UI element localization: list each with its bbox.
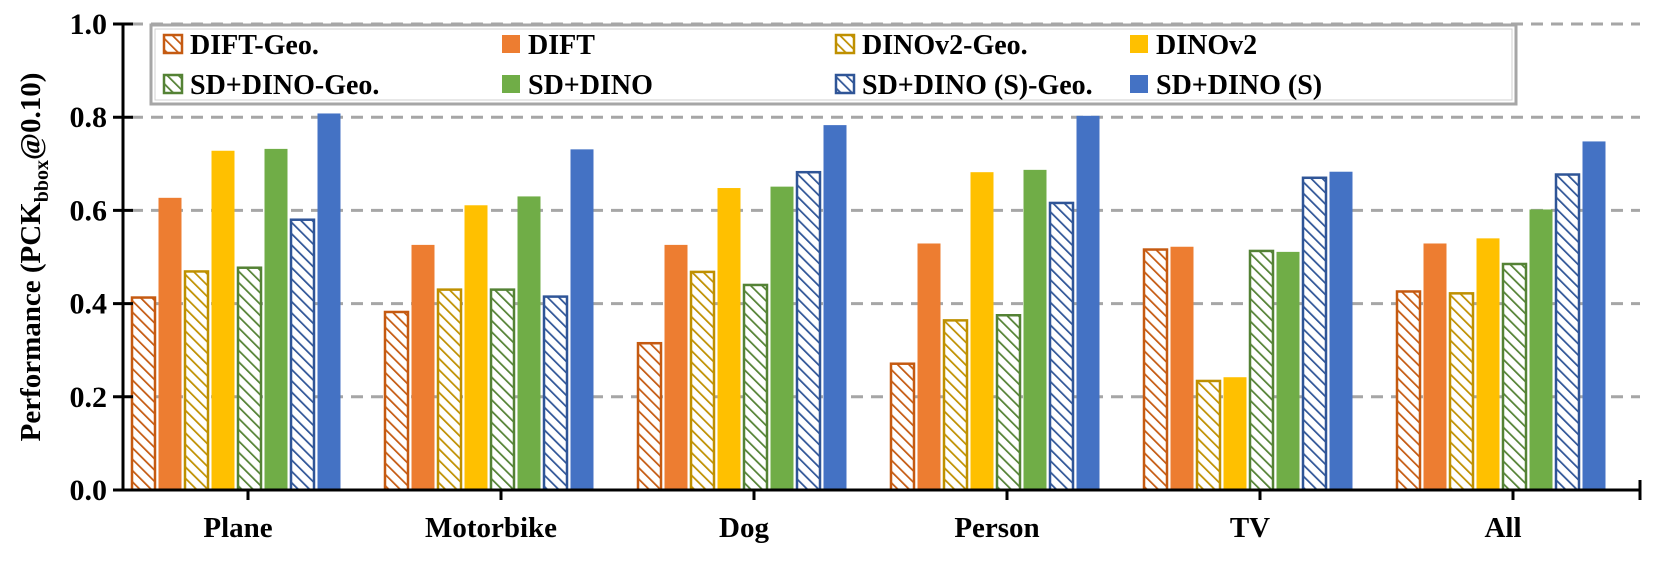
bar-sd-dino-s-geo-plane: [289, 218, 316, 492]
bar-dift-plane: [158, 197, 182, 490]
bar-sd-dino-geo-dog: [742, 283, 769, 492]
bar-dift-geo-motorbike: [383, 310, 410, 492]
legend-item: SD+DINO: [502, 70, 653, 101]
bar-dift-geo-person: [889, 362, 916, 492]
bar-sd-dino-geo-plane: [236, 266, 263, 492]
bar-dinov2-plane: [211, 150, 235, 490]
x-tick-label: All: [1484, 512, 1521, 544]
bar-sd-dino-s-motorbike: [570, 149, 594, 490]
y-tick-label: 0.0: [70, 474, 108, 507]
bar-sd-dino-plane: [264, 148, 288, 490]
legend-swatch: [162, 73, 184, 95]
bar-dift-geo-all: [1395, 290, 1422, 492]
bar-sd-dino-geo-all: [1501, 262, 1528, 492]
bar-sd-dino-dog: [770, 186, 794, 490]
bar-dift-tv: [1170, 246, 1194, 490]
bar-dift-geo-plane: [130, 296, 157, 492]
x-tick-label: TV: [1230, 512, 1270, 544]
axes: [113, 22, 1642, 500]
y-tick-label: 0.4: [70, 288, 108, 321]
legend-item: DINOv2: [1130, 30, 1257, 61]
legend-swatch: [502, 75, 520, 93]
bar-dinov2-tv: [1223, 377, 1247, 490]
bar-sd-dino-s-geo-all: [1554, 173, 1581, 492]
legend: DIFT-Geo. DIFT DINOv2-Geo. DINOv2 SD+DINO-Ge…: [149, 23, 1518, 106]
bar-sd-dino-motorbike: [517, 196, 541, 491]
legend-item: SD+DINO (S): [1130, 70, 1322, 101]
bar-sd-dino-geo-person: [995, 314, 1022, 492]
legend-label: DINOv2: [1156, 30, 1257, 61]
bar-sd-dino-s-tv: [1329, 171, 1353, 491]
x-tick-label: Dog: [719, 512, 769, 544]
legend-item: SD+DINO-Geo.: [162, 70, 379, 101]
bar-sd-dino-s-geo-tv: [1301, 176, 1328, 492]
legend-swatch: [834, 73, 856, 95]
legend-label: SD+DINO-Geo.: [190, 70, 379, 101]
bar-sd-dino-s-dog: [823, 125, 847, 490]
bar-sd-dino-s-geo-person: [1048, 201, 1075, 492]
legend-swatch: [162, 33, 184, 55]
legend-item: DINOv2-Geo.: [834, 30, 1028, 61]
legend-swatch: [1130, 35, 1148, 53]
bar-sd-dino-s-all: [1582, 141, 1606, 490]
y-axis-label-suffix: @0.10): [15, 73, 47, 160]
bar-sd-dino-tv: [1276, 251, 1300, 490]
bar-sd-dino-geo-tv: [1248, 249, 1275, 492]
bar-dinov2-geo-dog: [689, 270, 716, 492]
bar-dift-person: [917, 243, 941, 490]
y-tick-label: 0.2: [70, 381, 108, 414]
bar-dinov2-geo-plane: [183, 270, 210, 492]
x-tick-label: Plane: [203, 512, 272, 544]
legend-label: DIFT-Geo.: [190, 30, 319, 61]
x-tick-label: Motorbike: [425, 512, 557, 544]
legend-label: SD+DINO (S)-Geo.: [862, 70, 1093, 101]
bar-dinov2-dog: [717, 188, 741, 491]
legend-swatch: [1130, 75, 1148, 93]
legend-box-inner: [154, 28, 1513, 101]
legend-label: DIFT: [528, 30, 595, 61]
legend-swatch: [834, 33, 856, 55]
y-tick-label: 1.0: [70, 8, 108, 41]
legend-label: SD+DINO: [528, 70, 653, 101]
bar-sd-dino-s-geo-motorbike: [542, 295, 569, 492]
bar-dinov2-geo-motorbike: [436, 288, 463, 492]
y-axis-label-subscript: bbox: [31, 160, 53, 202]
bar-dinov2-geo-person: [942, 319, 969, 492]
bar-dinov2-geo-tv: [1195, 379, 1222, 492]
bar-sd-dino-s-plane: [317, 113, 341, 491]
bar-sd-dino-all: [1529, 209, 1553, 490]
y-tick-labels: 0.0 0.2 0.4 0.6 0.8 1.0: [70, 8, 108, 507]
legend-label: SD+DINO (S): [1156, 70, 1322, 101]
bar-dift-dog: [664, 244, 688, 490]
bars: [130, 113, 1606, 492]
bar-dift-geo-tv: [1142, 248, 1169, 492]
bar-dinov2-all: [1476, 238, 1500, 490]
y-axis-label-main: Performance (PCK: [15, 202, 47, 442]
legend-item: DIFT-Geo.: [162, 30, 319, 61]
bar-dift-geo-dog: [636, 341, 663, 492]
bar-dinov2-geo-all: [1448, 292, 1475, 492]
bar-dift-all: [1423, 243, 1447, 490]
bar-sd-dino-s-geo-dog: [795, 170, 822, 492]
legend-item: DIFT: [502, 30, 595, 61]
bar-dinov2-person: [970, 172, 994, 491]
y-tick-label: 0.6: [70, 194, 108, 227]
legend-label: DINOv2-Geo.: [862, 30, 1028, 61]
bar-sd-dino-geo-motorbike: [489, 288, 516, 492]
x-tick-label: Person: [954, 512, 1039, 544]
y-tick-label: 0.8: [70, 101, 108, 134]
legend-box: [149, 23, 1518, 106]
bar-dinov2-motorbike: [464, 205, 488, 491]
x-tick-labels: Plane Motorbike Dog Person TV All: [203, 512, 1521, 544]
bar-sd-dino-s-person: [1076, 115, 1100, 490]
y-axis-label: Performance (PCKbbox@0.10): [15, 73, 53, 442]
legend-swatch: [502, 35, 520, 53]
bar-sd-dino-person: [1023, 169, 1047, 490]
legend-item: SD+DINO (S)-Geo.: [834, 70, 1093, 101]
bar-dift-motorbike: [411, 244, 435, 490]
